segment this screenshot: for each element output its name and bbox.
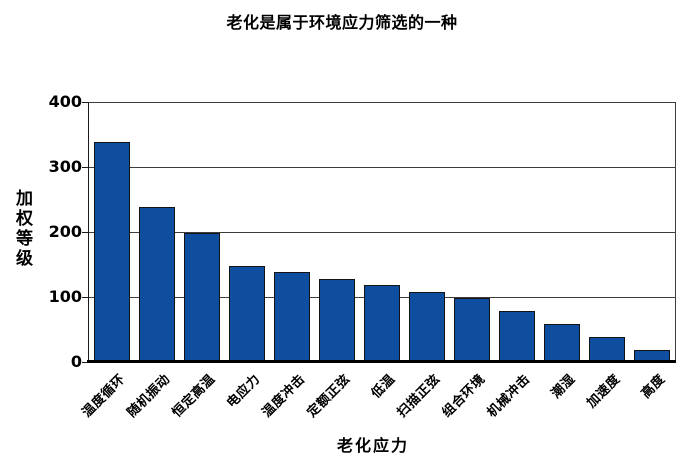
x-tick-label: 低温 bbox=[368, 371, 399, 402]
bar-1 bbox=[93, 142, 130, 363]
y-tick-label: 300 bbox=[48, 157, 82, 176]
x-tick-label: 温度冲击 bbox=[259, 371, 309, 421]
gridline bbox=[89, 167, 675, 168]
y-tick-label: 200 bbox=[48, 222, 82, 241]
bar-10 bbox=[499, 311, 536, 363]
x-tick-label: 扫描正弦 bbox=[394, 371, 444, 421]
plot-area bbox=[88, 102, 676, 363]
y-tick-mark bbox=[82, 362, 88, 363]
x-tick-label: 电应力 bbox=[223, 371, 264, 412]
x-axis-line bbox=[87, 360, 676, 363]
x-tick-label: 组合环境 bbox=[439, 371, 489, 421]
bar-4 bbox=[228, 265, 265, 363]
y-tick-mark bbox=[82, 232, 88, 233]
bar-7 bbox=[364, 285, 400, 363]
bar-11 bbox=[544, 324, 581, 363]
y-axis-title: 加权等级 bbox=[12, 189, 32, 269]
x-tick-label: 潮湿 bbox=[549, 371, 579, 402]
y-tick-mark bbox=[82, 297, 88, 298]
bar-2 bbox=[138, 207, 175, 363]
x-tick-label: 机械冲击 bbox=[484, 371, 534, 421]
bar-8 bbox=[409, 291, 446, 363]
y-tick-label: 0 bbox=[70, 352, 82, 371]
bar-3 bbox=[183, 233, 220, 363]
bar-5 bbox=[273, 272, 310, 363]
bar-12 bbox=[589, 337, 626, 363]
chart-title: 老化是属于环境应力筛选的一种 bbox=[226, 13, 458, 32]
bar-6 bbox=[318, 278, 355, 363]
x-tick-label: 定额正弦 bbox=[304, 371, 354, 421]
y-tick-label: 100 bbox=[48, 287, 82, 306]
bar-9 bbox=[454, 298, 491, 363]
x-tick-label: 高度 bbox=[639, 371, 669, 402]
gridline bbox=[89, 232, 675, 233]
x-tick-label: 恒定高温 bbox=[169, 371, 219, 421]
x-tick-label: 温度循环 bbox=[79, 371, 128, 421]
x-tick-label: 加速度 bbox=[584, 371, 624, 412]
y-tick-mark bbox=[82, 167, 88, 168]
x-tick-label: 随机振动 bbox=[124, 371, 174, 421]
y-tick-label: 400 bbox=[48, 92, 82, 111]
y-tick-mark bbox=[82, 102, 88, 103]
x-axis-title: 老化应力 bbox=[336, 436, 409, 455]
